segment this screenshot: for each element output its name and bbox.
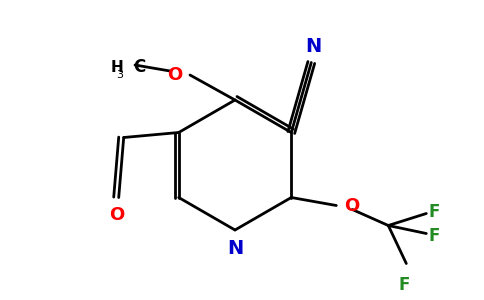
Text: N: N — [227, 238, 243, 257]
Text: C: C — [133, 58, 145, 76]
Text: F: F — [428, 226, 439, 244]
Text: F: F — [399, 275, 410, 293]
Text: O: O — [344, 196, 360, 214]
Text: N: N — [305, 37, 321, 56]
Text: O: O — [109, 206, 124, 224]
Text: O: O — [167, 66, 182, 84]
Text: F: F — [428, 202, 439, 220]
Text: 3: 3 — [116, 70, 123, 80]
Text: H: H — [110, 59, 123, 74]
